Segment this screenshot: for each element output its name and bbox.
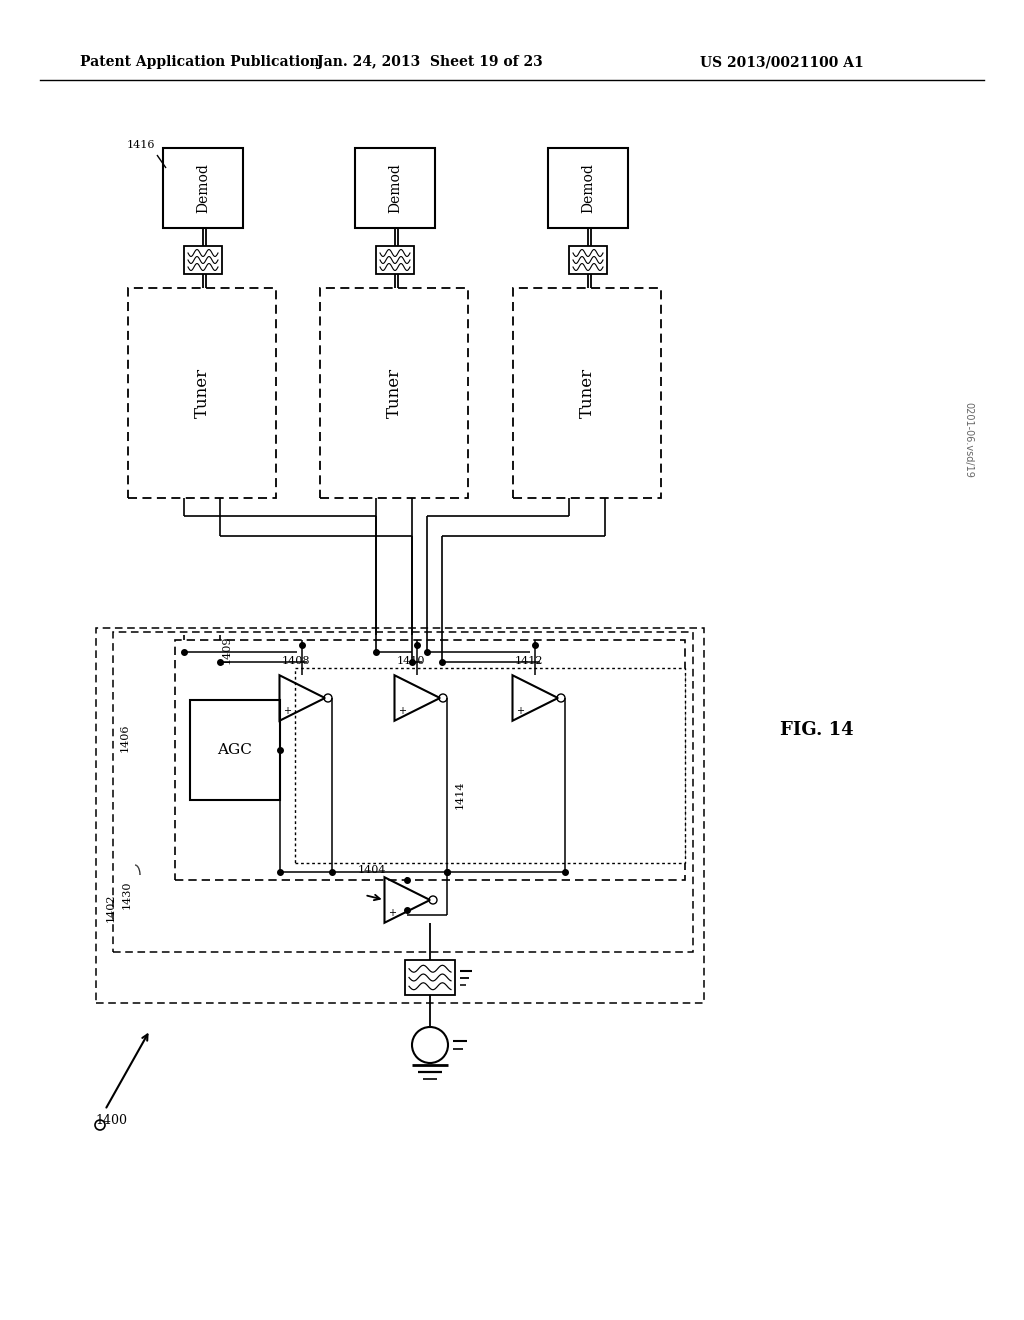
Text: Demod: Demod (581, 164, 595, 213)
Bar (319, 288, 468, 498)
Bar (513, 288, 662, 498)
Text: AGC: AGC (217, 743, 253, 756)
Text: 1404: 1404 (358, 865, 386, 875)
Bar (376, 246, 414, 275)
Text: FIG. 14: FIG. 14 (780, 721, 854, 739)
Text: 1416: 1416 (127, 140, 155, 150)
Bar (128, 288, 276, 498)
Text: +: + (516, 706, 524, 715)
Bar (184, 246, 222, 275)
Bar (113, 632, 693, 952)
Bar (190, 700, 280, 800)
Text: Tuner: Tuner (579, 368, 596, 418)
Text: US 2013/0021100 A1: US 2013/0021100 A1 (700, 55, 864, 69)
Bar (406, 960, 455, 995)
Bar (96, 628, 705, 1003)
Text: 0201-06.vsd/19: 0201-06.vsd/19 (963, 403, 973, 478)
Text: Jan. 24, 2013  Sheet 19 of 23: Jan. 24, 2013 Sheet 19 of 23 (317, 55, 543, 69)
Text: 1430: 1430 (122, 880, 132, 909)
Bar (295, 668, 685, 863)
Text: 1409: 1409 (222, 636, 232, 664)
Text: +: + (284, 706, 292, 715)
Text: 1406: 1406 (120, 723, 130, 752)
Text: 1414: 1414 (455, 780, 465, 809)
Text: 1408: 1408 (282, 656, 310, 667)
Text: Tuner: Tuner (194, 368, 211, 418)
Text: Demod: Demod (196, 164, 210, 213)
Bar (175, 640, 685, 880)
Text: 1400: 1400 (95, 1114, 127, 1126)
Text: +: + (398, 706, 407, 715)
Text: +: + (388, 908, 396, 917)
Text: 1402: 1402 (106, 894, 116, 923)
Text: Tuner: Tuner (385, 368, 402, 418)
Text: 1410: 1410 (396, 656, 425, 667)
Bar (355, 148, 435, 228)
Text: Demod: Demod (388, 164, 402, 213)
Bar (163, 148, 243, 228)
Bar (548, 148, 628, 228)
Text: 1412: 1412 (514, 656, 543, 667)
Text: Patent Application Publication: Patent Application Publication (80, 55, 319, 69)
Bar (569, 246, 607, 275)
